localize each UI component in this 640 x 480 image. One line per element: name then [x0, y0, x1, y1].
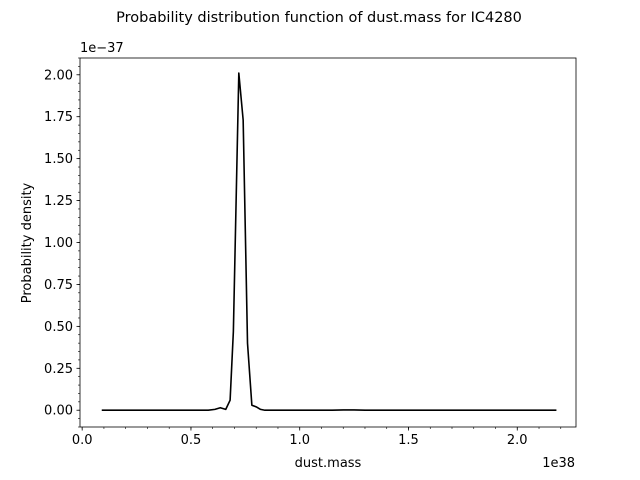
x-axis-label: dust.mass [295, 456, 362, 471]
x-tick-label: 1.5 [398, 433, 419, 448]
x-offset-label: 1e38 [542, 456, 575, 471]
y-tick-label: 0.25 [44, 362, 73, 377]
y-tick-label: 0.00 [44, 404, 73, 419]
chart-title: Probability distribution function of dus… [116, 10, 522, 26]
x-axis: 0.0 0.5 1.0 1.5 2.0 [72, 427, 562, 448]
y-tick-label: 1.00 [44, 236, 73, 251]
series-layer [101, 72, 557, 412]
x-tick-label: 0.5 [181, 433, 202, 448]
y-tick-label: 1.75 [44, 110, 73, 125]
y-tick-label: 2.00 [44, 68, 73, 83]
y-axis-label: Probability density [20, 182, 35, 303]
y-tick-label: 1.50 [44, 152, 73, 167]
y-axis: 0.00 0.25 0.50 0.75 1.00 1.25 1.50 1.75 2.00 [44, 57, 80, 428]
y-tick-label: 0.50 [44, 320, 73, 335]
y-tick-label: 1.25 [44, 194, 73, 209]
plot-frame [79, 57, 577, 428]
x-tick-label: 1.0 [289, 433, 310, 448]
plot-area [79, 57, 577, 428]
x-tick-label: 2.0 [507, 433, 528, 448]
pdf-series-line [101, 72, 557, 412]
y-tick-label: 0.75 [44, 278, 73, 293]
x-tick-label: 0.0 [72, 433, 93, 448]
y-offset-label: 1e−37 [80, 41, 124, 56]
